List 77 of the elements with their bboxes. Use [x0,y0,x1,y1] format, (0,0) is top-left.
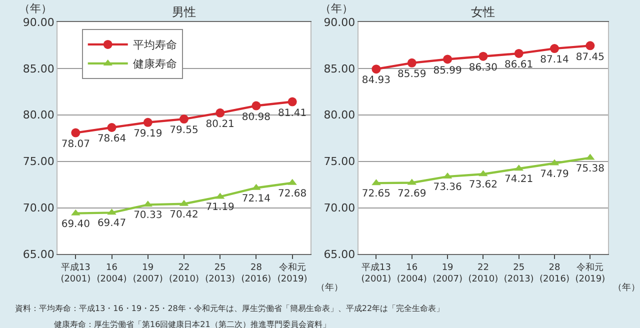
data-label: 79.19 [134,128,162,140]
y-axis-title: （年） [19,2,52,15]
legend-label: 平均寿命 [132,38,177,52]
point [443,54,452,64]
data-label: 69.47 [97,218,126,230]
point [107,122,116,132]
y-tick-label: 85.00 [324,62,356,76]
data-label: 85.59 [398,69,426,80]
x-tick-label: 22 (2010) [468,263,498,285]
data-label: 78.64 [97,134,126,145]
point [71,128,80,138]
x-tick-label: 25 (2013) [504,263,534,285]
x-tick-label: 令和元 (2019) [575,262,606,285]
data-label: 87.45 [576,52,604,63]
data-label: 78.07 [61,138,90,150]
data-label: 74.21 [504,174,534,186]
x-tick-label: 16 (2004) [96,263,127,285]
data-label: 80.98 [242,112,271,123]
legend-label: 健康寿命 [132,58,177,71]
x-tick-label: 28 (2016) [241,263,272,285]
y-tick-label: 90.00 [22,16,54,29]
data-label: 72.68 [278,188,307,200]
data-label: 74.79 [540,168,569,180]
data-label: 72.69 [398,188,426,200]
point [216,108,225,118]
point [143,118,152,127]
data-label: 84.93 [362,75,391,86]
data-label: 85.99 [433,65,462,76]
y-tick-label: 70.00 [324,202,356,215]
y-tick-label: 90.00 [324,16,356,29]
data-label: 79.55 [170,125,198,136]
data-label: 87.14 [540,54,569,66]
data-label: 86.30 [468,62,498,74]
y-tick-label: 75.00 [324,155,356,168]
y-tick-label: 65.00 [324,248,356,262]
data-label: 86.61 [504,60,534,71]
x-tick-label: 28 (2016) [540,263,570,285]
data-label: 73.36 [433,182,462,194]
y-tick-label: 85.00 [22,62,54,76]
x-axis-title: （年） [613,282,640,293]
x-tick-label: 令和元 (2019) [277,262,308,285]
data-label: 70.42 [170,209,198,220]
point [288,97,297,106]
data-label: 70.33 [134,210,162,222]
point [478,52,488,61]
y-axis-title: （年） [320,2,353,15]
data-label: 72.14 [242,193,271,204]
point [372,64,381,74]
data-label: 73.62 [468,180,498,191]
x-tick-label: 25 (2013) [205,263,236,285]
data-label: 75.38 [576,163,604,174]
x-tick-label: 平成13 (2001) [60,262,91,285]
point [252,101,261,110]
data-label: 69.40 [61,218,90,230]
data-label: 71.19 [206,202,234,214]
data-label: 81.41 [278,108,307,119]
point [407,58,416,68]
point [550,44,560,54]
point [586,41,595,50]
x-tick-label: 19 (2007) [132,263,163,285]
point [514,48,524,58]
y-tick-label: 80.00 [22,108,54,122]
x-tick-label: 19 (2007) [432,263,463,285]
text: 資料：平均寿命：平成13・16・19・25・28年・令和元年は、厚生労働省「簡易生命表」、平成22年は「完全生命表」 [15,304,444,313]
data-label: 72.65 [362,188,391,200]
chart-title: 男性 [172,5,196,19]
x-tick-label: 平成13 (2001) [361,262,392,285]
data-label: 80.21 [206,119,234,130]
y-tick-label: 65.00 [22,248,54,262]
y-tick-label: 70.00 [22,202,54,215]
point [180,114,188,124]
x-tick-label: 22 (2010) [169,263,199,285]
chart-title: 女性 [471,5,495,19]
x-tick-label: 16 (2004) [396,263,427,285]
y-tick-label: 75.00 [22,155,54,168]
y-tick-label: 80.00 [324,108,356,122]
x-axis-title: （年） [316,282,343,293]
